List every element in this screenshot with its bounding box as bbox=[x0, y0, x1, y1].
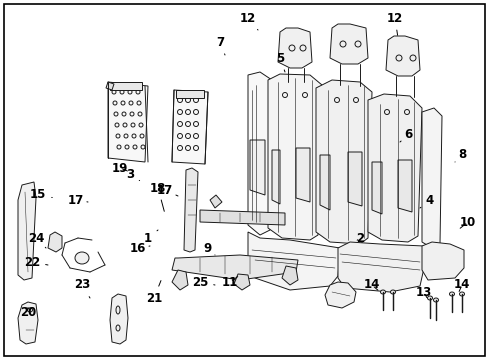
Polygon shape bbox=[385, 36, 419, 76]
Text: 5: 5 bbox=[275, 51, 285, 72]
Polygon shape bbox=[172, 255, 297, 280]
Text: 17: 17 bbox=[68, 194, 88, 207]
Polygon shape bbox=[183, 168, 198, 252]
Text: 14: 14 bbox=[453, 279, 469, 292]
Text: 17: 17 bbox=[157, 184, 178, 197]
Polygon shape bbox=[421, 242, 463, 280]
Text: 16: 16 bbox=[129, 242, 150, 255]
Polygon shape bbox=[247, 72, 271, 235]
Text: 22: 22 bbox=[24, 256, 48, 269]
Polygon shape bbox=[397, 160, 411, 212]
Text: 23: 23 bbox=[74, 279, 90, 298]
Ellipse shape bbox=[75, 252, 89, 264]
Text: 21: 21 bbox=[145, 280, 162, 305]
Polygon shape bbox=[48, 232, 62, 252]
Polygon shape bbox=[315, 80, 371, 244]
Polygon shape bbox=[278, 28, 311, 68]
Polygon shape bbox=[247, 232, 339, 290]
Text: 10: 10 bbox=[459, 216, 475, 229]
Polygon shape bbox=[337, 242, 423, 292]
Polygon shape bbox=[421, 108, 441, 248]
Polygon shape bbox=[282, 266, 297, 285]
Ellipse shape bbox=[459, 292, 464, 296]
Text: 1: 1 bbox=[143, 230, 158, 244]
Text: 3: 3 bbox=[126, 168, 139, 181]
Text: 11: 11 bbox=[222, 275, 238, 288]
Text: 9: 9 bbox=[203, 242, 215, 255]
Ellipse shape bbox=[433, 298, 438, 302]
Text: 8: 8 bbox=[454, 148, 465, 162]
Polygon shape bbox=[347, 152, 361, 206]
Polygon shape bbox=[172, 270, 187, 290]
Polygon shape bbox=[267, 74, 321, 240]
Text: 14: 14 bbox=[363, 279, 379, 292]
Polygon shape bbox=[110, 294, 128, 344]
Text: 25: 25 bbox=[191, 275, 215, 288]
Polygon shape bbox=[367, 94, 421, 242]
Polygon shape bbox=[271, 150, 280, 204]
Text: 24: 24 bbox=[28, 231, 46, 248]
Bar bbox=[110, 82, 142, 90]
Polygon shape bbox=[249, 140, 264, 195]
Polygon shape bbox=[319, 155, 329, 210]
Text: 2: 2 bbox=[355, 231, 364, 244]
Polygon shape bbox=[18, 182, 36, 280]
Text: 19: 19 bbox=[112, 162, 128, 175]
Text: 12: 12 bbox=[240, 12, 258, 30]
Text: 12: 12 bbox=[386, 12, 402, 35]
Bar bbox=[176, 90, 203, 98]
Text: 13: 13 bbox=[415, 285, 431, 298]
Polygon shape bbox=[371, 162, 381, 214]
Polygon shape bbox=[172, 90, 207, 164]
Ellipse shape bbox=[448, 292, 453, 296]
Ellipse shape bbox=[390, 290, 395, 294]
Text: 4: 4 bbox=[419, 194, 433, 208]
Ellipse shape bbox=[380, 290, 385, 294]
Polygon shape bbox=[329, 24, 367, 64]
Text: 7: 7 bbox=[216, 36, 224, 55]
Polygon shape bbox=[325, 282, 355, 308]
Polygon shape bbox=[106, 82, 114, 90]
Text: 6: 6 bbox=[399, 129, 411, 142]
Ellipse shape bbox=[427, 296, 431, 300]
Polygon shape bbox=[234, 274, 249, 290]
Polygon shape bbox=[200, 210, 285, 225]
Polygon shape bbox=[108, 82, 148, 162]
Polygon shape bbox=[209, 195, 222, 208]
Text: 20: 20 bbox=[20, 306, 36, 319]
Polygon shape bbox=[18, 302, 38, 344]
Text: 18: 18 bbox=[149, 181, 166, 211]
Text: 15: 15 bbox=[30, 189, 52, 202]
Polygon shape bbox=[295, 148, 309, 202]
